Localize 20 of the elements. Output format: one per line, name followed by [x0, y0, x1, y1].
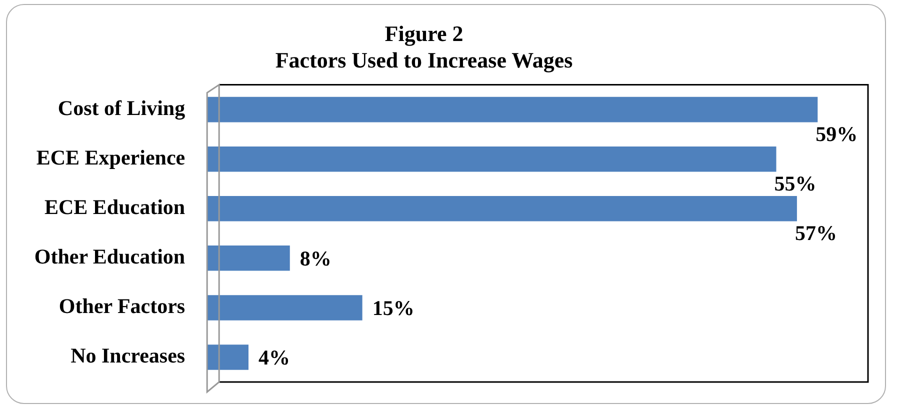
data-label: 8% [300, 246, 332, 271]
y-tick-label: ECE Education [44, 195, 186, 220]
data-label: 59% [816, 122, 858, 146]
data-label: 57% [794, 221, 837, 246]
bar [207, 196, 797, 222]
y-tick-label: ECE Experience [36, 146, 186, 170]
data-label: 15% [372, 296, 414, 320]
data-label: 4% [258, 346, 290, 370]
bar [207, 295, 362, 320]
y-tick-label: Other Education [34, 244, 186, 269]
data-label: 55% [774, 172, 816, 196]
bar [207, 96, 818, 122]
bar [207, 146, 776, 172]
bar [207, 246, 290, 271]
chart-subtitle: Factors Used to Increase Wages [275, 47, 574, 72]
y-tick-label: Cost of Living [58, 96, 186, 120]
chart-title: Figure 2 [384, 20, 464, 46]
y-tick-label: Other Factors [58, 294, 186, 318]
y-tick-label: No Increases [70, 344, 186, 368]
bar [207, 344, 248, 370]
